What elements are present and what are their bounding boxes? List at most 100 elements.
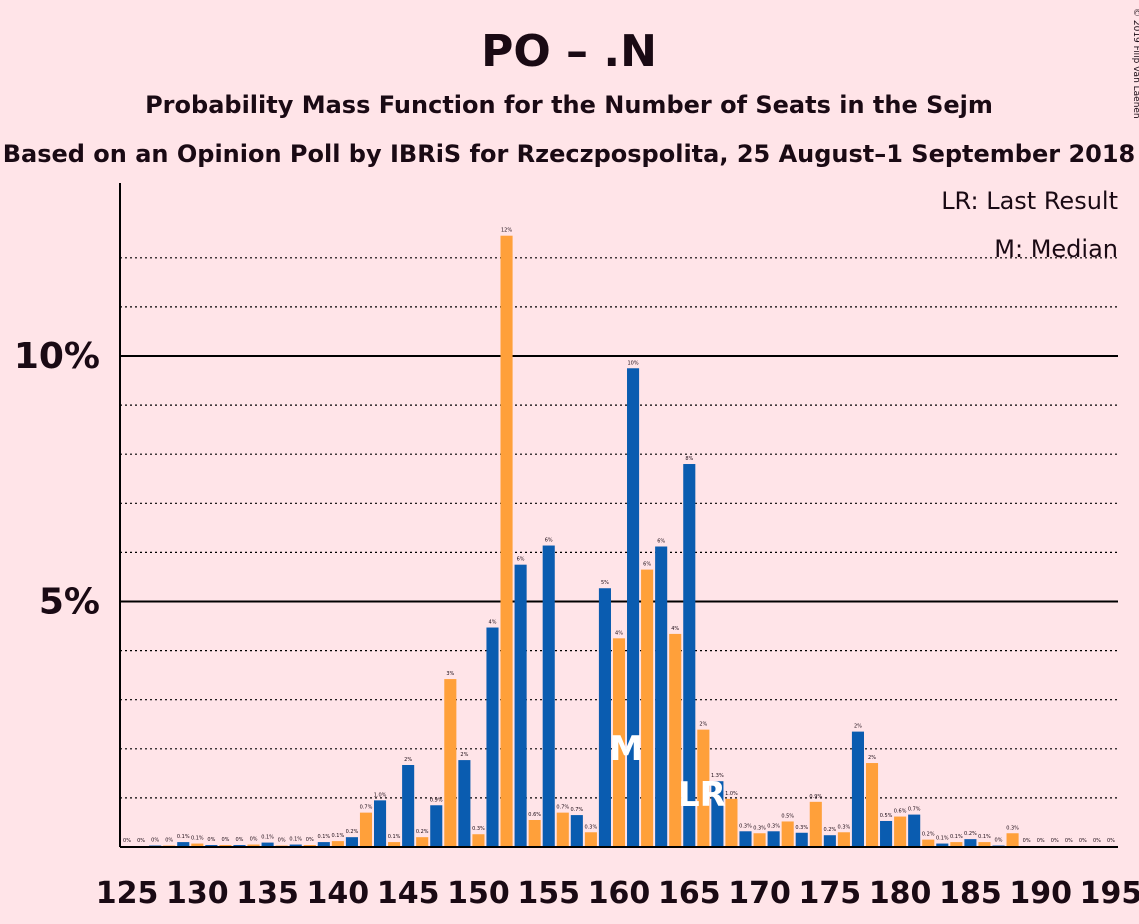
data-label-seat-152: 12% [501,228,512,234]
x-tick-label: 135 [236,876,299,911]
data-label-seat-177: 2% [854,724,862,730]
median-marker: M [609,729,643,769]
gridlines [120,257,1118,799]
data-label-seat-142: 0.7% [360,805,373,811]
data-label-seat-144: 0.1% [388,834,401,840]
data-label-seat-150: 0.3% [472,826,485,832]
bar-seat-182 [922,839,935,847]
data-label-seat-190: 0% [1037,838,1045,844]
bar-seat-157 [570,815,583,847]
data-label-seat-184: 0.1% [950,834,963,840]
data-label-seat-141: 0.2% [346,829,359,835]
y-tick-label: 10% [14,336,100,377]
x-tick-label: 180 [869,876,932,911]
data-label-seat-175: 0.2% [823,827,836,833]
data-label-seat-127: 0% [151,838,159,844]
bar-seat-147 [430,805,443,847]
legend-median: M: Median [994,235,1118,263]
bar-seat-150 [472,834,485,847]
x-tick-label: 125 [96,876,159,911]
data-label-seat-129: 0.1% [177,834,190,840]
bar-seat-184 [950,842,963,847]
data-label-seat-134: 0% [250,837,258,843]
x-tick-label: 140 [307,876,370,911]
bar-seat-166 [697,729,710,847]
bar-seat-172 [781,821,794,847]
data-label-seat-154: 0.6% [528,812,541,818]
bar-seat-139 [317,842,330,847]
data-label-seat-126: 0% [137,838,145,844]
data-label-seat-173: 0.3% [795,825,808,831]
x-tick-labels: 125 130 135 140 145 150 155 160 165 170 175 180 185 1… [96,876,1139,911]
bars [120,235,1118,847]
data-label-seat-170: 0.3% [753,825,766,831]
bar-seat-179 [880,820,893,847]
data-label-seat-168: 1.0% [725,791,738,797]
bar-seat-145 [402,765,415,847]
chart-title: PO – .N [481,26,657,77]
bar-seat-174 [809,801,822,847]
data-label-seat-180: 0.6% [894,809,907,815]
data-label-seat-189: 0% [1023,838,1031,844]
y-tick-label: 5% [39,582,100,623]
data-label-seat-194: 0% [1093,838,1101,844]
data-label-seat-125: 0% [123,838,131,844]
data-label-seat-183: 0.1% [936,836,949,842]
data-label-seat-169: 0.3% [739,823,752,829]
bar-seat-152 [500,235,513,847]
bar-seat-155 [542,545,555,847]
bar-seat-178 [865,763,879,847]
bar-seat-170 [753,833,766,847]
data-labels: 0% 0% 0% 0%0.1% 0.1% 0% 0% 0% 0% 0.1% 0% 0.1% 0% 0.1%… [123,228,1115,844]
data-label-seat-166: 2% [699,722,707,728]
data-label-seat-179: 0.5% [880,813,893,819]
bar-seat-140 [331,841,344,847]
x-tick-label: 185 [939,876,1002,911]
y-tick-labels: 5% 10% [14,336,100,623]
bar-seat-149 [458,760,471,847]
data-label-seat-156: 0.7% [556,805,569,811]
bar-seat-146 [416,837,429,847]
data-label-seat-155: 6% [545,538,553,544]
data-label-seat-182: 0.2% [922,832,935,838]
data-label-seat-191: 0% [1051,838,1059,844]
data-label-seat-133: 0% [236,837,244,843]
bar-seat-154 [528,819,541,847]
bar-seat-156 [556,812,569,847]
data-label-seat-146: 0.2% [416,829,429,835]
data-label-seat-164: 4% [671,626,679,632]
bar-seat-173 [795,832,808,847]
data-label-seat-176: 0.3% [838,824,851,830]
bar-seat-163 [655,546,668,847]
bar-seat-167 [711,781,724,847]
data-label-seat-145: 2% [404,757,412,763]
data-label-seat-130: 0.1% [191,836,204,842]
data-label-seat-181: 0.7% [908,807,921,813]
bar-seat-158 [584,832,597,847]
data-label-seat-162: 6% [643,562,651,568]
data-label-seat-132: 0% [221,837,229,843]
data-label-seat-161: 10% [627,360,638,366]
bar-seat-162 [641,569,654,847]
x-tick-label: 160 [588,876,651,911]
x-tick-label: 165 [658,876,721,911]
data-label-seat-138: 0% [306,837,314,843]
bar-seat-142 [359,812,373,847]
data-label-seat-131: 0% [207,837,215,843]
data-label-seat-159: 5% [601,580,609,586]
data-label-seat-149: 2% [460,752,468,758]
x-tick-label: 155 [517,876,580,911]
data-label-seat-153: 6% [517,557,525,563]
chart-subtitle-2: Based on an Opinion Poll by IBRiS for Rz… [3,140,1136,168]
data-label-seat-178: 2% [868,755,876,761]
data-label-seat-165: 8% [685,456,693,462]
data-label-seat-171: 0.3% [767,823,780,829]
bar-seat-175 [823,835,836,847]
bar-seat-169 [739,831,752,847]
bar-seat-148 [444,679,457,847]
bar-seat-168 [725,798,738,847]
x-tick-label: 190 [1009,876,1072,911]
x-tick-label: 130 [166,876,229,911]
bar-seat-144 [388,842,401,847]
